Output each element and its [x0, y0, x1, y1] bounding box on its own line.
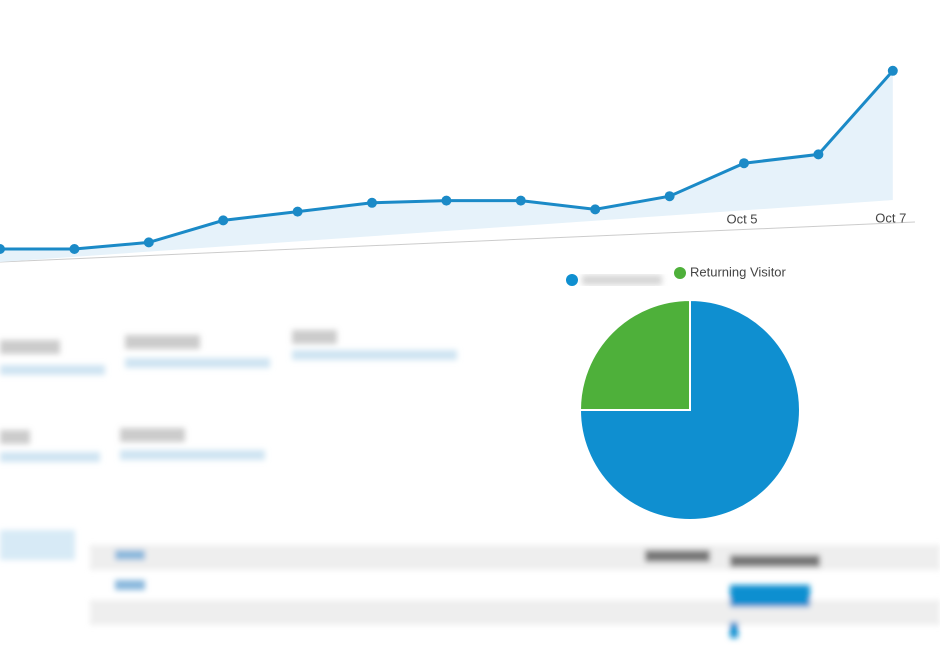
point — [813, 149, 824, 160]
point — [0, 244, 5, 254]
legend-swatch — [566, 274, 578, 286]
point — [664, 191, 675, 202]
legend-label: Returning Visitor — [690, 264, 787, 279]
line-chart: Oct 5 Oct 7 — [0, 65, 916, 263]
point — [739, 158, 749, 169]
point — [218, 215, 229, 226]
x-tick-label: Oct 7 — [875, 210, 906, 225]
pie-slice — [578, 298, 691, 411]
point — [367, 197, 377, 208]
point — [69, 244, 80, 254]
stat-cards — [0, 330, 457, 462]
point — [441, 195, 452, 206]
point — [515, 195, 526, 206]
legend-placeholder — [582, 275, 662, 285]
point — [590, 204, 601, 215]
legend-swatch — [674, 267, 686, 279]
point — [292, 206, 303, 217]
point — [143, 237, 154, 248]
point — [887, 65, 898, 76]
area — [0, 70, 893, 262]
pie-chart: Returning Visitor — [566, 264, 801, 521]
x-tick-label: Oct 5 — [726, 211, 757, 226]
data-table — [0, 530, 940, 638]
axis-line — [0, 221, 916, 263]
